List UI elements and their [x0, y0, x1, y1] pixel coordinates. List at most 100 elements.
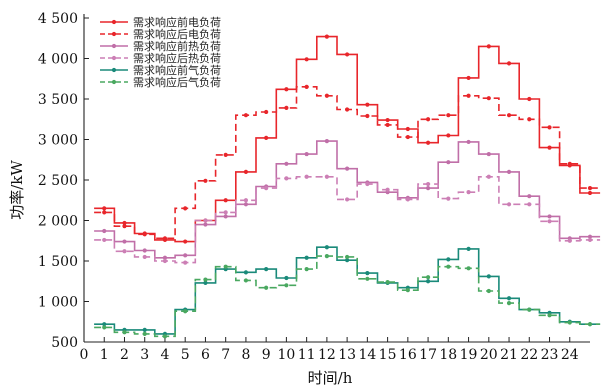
- x-tick-label: 3: [140, 347, 149, 363]
- x-tick-label: 20: [480, 347, 498, 363]
- data-point: [466, 93, 471, 98]
- data-point: [547, 219, 552, 224]
- data-point: [304, 174, 309, 179]
- data-point: [162, 334, 168, 339]
- data-point: [183, 206, 188, 211]
- x-tick-label: 0: [80, 347, 89, 363]
- data-point: [345, 107, 350, 112]
- y-tick-label: 3 500: [38, 92, 78, 108]
- data-point: [486, 151, 491, 157]
- x-tick-label: 12: [318, 347, 336, 363]
- legend-item: 需求响应前热负荷: [100, 39, 221, 53]
- x-tick-label: 18: [439, 347, 457, 363]
- data-point: [304, 255, 309, 260]
- data-point: [506, 202, 512, 207]
- legend-marker: [111, 43, 117, 49]
- data-point: [385, 279, 390, 285]
- legend-marker: [111, 19, 117, 25]
- data-point: [284, 87, 289, 92]
- data-point: [122, 330, 127, 335]
- data-point: [446, 113, 451, 118]
- data-point: [304, 151, 309, 157]
- series-2: [94, 84, 601, 241]
- x-tick-label: 16: [399, 347, 417, 363]
- data-point: [102, 206, 107, 211]
- data-point: [223, 264, 228, 269]
- data-point: [567, 161, 572, 166]
- data-point: [183, 239, 188, 244]
- data-point: [446, 257, 451, 262]
- data-point: [264, 186, 269, 191]
- data-point: [284, 176, 289, 181]
- legend-marker: [111, 67, 117, 73]
- legend-marker: [111, 31, 117, 37]
- x-tick-label: 19: [460, 347, 478, 363]
- data-point: [506, 113, 512, 118]
- data-point: [223, 210, 228, 215]
- legend-label: 需求响应后电负荷: [133, 27, 221, 41]
- data-point: [102, 237, 107, 243]
- data-point: [324, 174, 329, 179]
- data-point: [243, 270, 249, 275]
- data-point: [425, 181, 431, 187]
- data-point: [243, 278, 249, 283]
- data-point: [122, 239, 127, 244]
- data-point: [324, 245, 329, 250]
- data-point: [547, 145, 552, 150]
- data-point: [425, 275, 431, 280]
- data-point: [203, 222, 208, 227]
- x-tick-label: 10: [277, 347, 295, 363]
- data-point: [264, 109, 269, 115]
- x-tick-label: 4: [160, 347, 169, 363]
- data-point: [587, 190, 593, 196]
- data-point: [527, 202, 532, 207]
- data-point: [405, 126, 410, 132]
- series-line: [94, 176, 601, 264]
- data-point: [203, 178, 208, 183]
- data-point: [486, 288, 491, 294]
- data-point: [203, 280, 208, 285]
- data-point: [122, 220, 127, 226]
- data-point: [162, 236, 168, 241]
- data-point: [345, 254, 350, 260]
- data-point: [466, 139, 471, 145]
- data-point: [223, 152, 228, 157]
- data-point: [527, 117, 532, 122]
- y-tick-label: 4 000: [38, 52, 78, 68]
- data-point: [385, 117, 390, 123]
- data-point: [223, 214, 228, 219]
- x-tick-label: 21: [500, 347, 518, 363]
- data-point: [365, 113, 370, 119]
- data-point: [466, 266, 471, 271]
- data-point: [446, 196, 451, 201]
- data-point: [142, 248, 147, 253]
- data-point: [527, 307, 532, 312]
- data-point: [203, 218, 208, 223]
- data-point: [547, 313, 552, 318]
- data-point: [284, 283, 289, 288]
- data-point: [162, 255, 168, 260]
- data-point: [547, 214, 552, 219]
- x-tick-label: 2: [120, 347, 129, 363]
- legend-item: 需求响应后气负荷: [100, 75, 221, 89]
- y-tick-label: 3 000: [38, 133, 78, 149]
- data-point: [425, 279, 431, 284]
- data-point: [425, 186, 431, 191]
- data-point: [183, 253, 188, 258]
- x-tick-label: 13: [338, 347, 356, 363]
- data-point: [486, 44, 491, 49]
- y-axis-title: 功率/kW: [8, 160, 26, 220]
- data-point: [527, 96, 532, 102]
- x-axis-title: 时间/h: [308, 369, 353, 387]
- data-point: [365, 276, 370, 281]
- x-tick-label: 6: [201, 347, 210, 363]
- legend-label: 需求响应后热负荷: [133, 51, 221, 65]
- data-point: [243, 202, 249, 207]
- data-point: [243, 169, 249, 174]
- data-point: [102, 325, 107, 330]
- x-tick-label: 9: [262, 347, 271, 363]
- legend-item: 需求响应前电负荷: [100, 15, 221, 29]
- legend-label: 需求响应前热负荷: [133, 39, 221, 53]
- data-point: [304, 57, 309, 62]
- data-point: [567, 238, 572, 243]
